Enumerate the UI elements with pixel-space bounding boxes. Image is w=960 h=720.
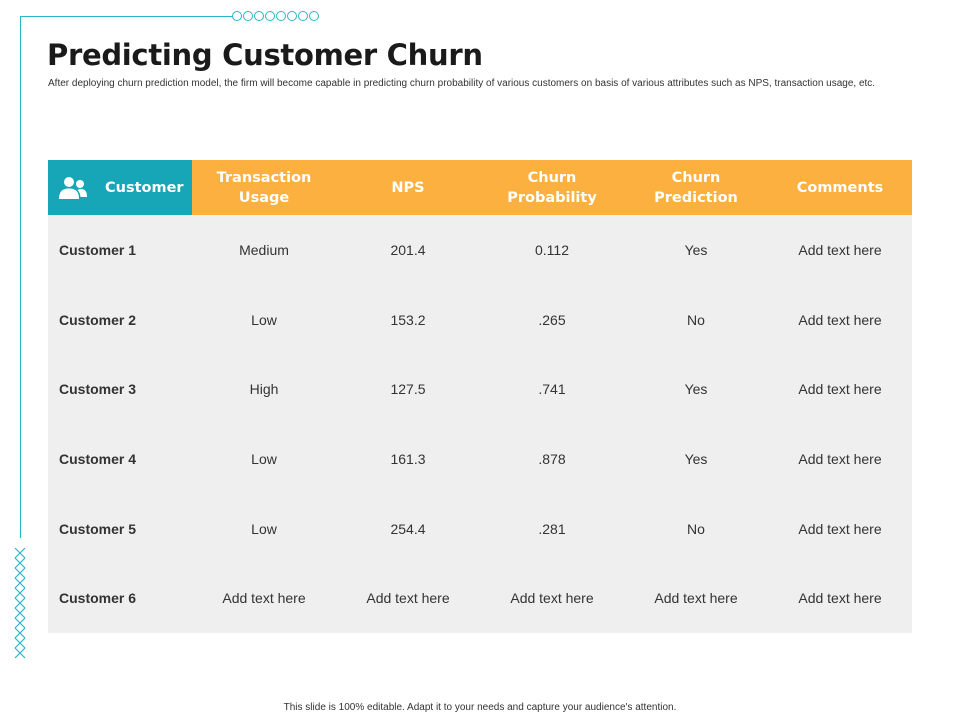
cell-customer: Customer 4 [59,450,137,467]
decorative-top-line [20,16,234,17]
cell-nps: 201.4 [390,241,426,258]
cell-customer: Customer 5 [59,520,137,537]
cell-comments: Add text here [798,241,882,258]
cell-transaction-usage: Low [251,311,277,328]
cell-transaction-usage: Low [251,450,277,467]
footer-note: This slide is 100% editable. Adapt it to… [283,702,677,713]
cell-churn-probability: .265 [538,311,566,328]
cell-comments: Add text here [798,520,882,537]
table-row: Customer 3 High 127.5 .741 Yes Add text … [48,354,912,424]
cell-customer: Customer 2 [59,311,137,328]
header-customer: Customer [48,160,192,215]
decorative-frame-line [20,16,21,538]
table-row: Customer 5 Low 254.4 .281 No Add text he… [48,494,912,564]
cell-customer: Customer 3 [59,381,137,398]
users-icon [59,176,87,199]
cell-transaction-usage: Low [251,520,277,537]
table-body: Customer 1 Medium 201.4 0.112 Yes Add te… [48,215,912,634]
cell-churn-probability: .878 [538,450,566,467]
header-transaction-usage: Transaction Usage [192,160,336,215]
decorative-crosses [13,546,27,666]
cell-customer: Customer 1 [59,241,137,258]
cell-churn-probability: 0.112 [535,241,569,258]
cell-churn-prediction: No [687,311,705,328]
cell-churn-probability: .281 [538,520,566,537]
table-row: Customer 1 Medium 201.4 0.112 Yes Add te… [48,215,912,285]
header-churn-probability: Churn Probability [480,160,624,215]
cell-churn-probability: .741 [538,381,566,398]
cell-transaction-usage: High [249,381,279,398]
table-row: Customer 4 Low 161.3 .878 Yes Add text h… [48,424,912,494]
cell-comments: Add text here [798,590,882,607]
churn-table: Customer Transaction Usage NPS Churn Pro… [48,160,912,634]
cell-churn-prediction: Yes [684,450,708,467]
cell-comments: Add text here [798,450,882,467]
cell-nps: 153.2 [390,311,426,328]
cell-nps: Add text here [366,590,450,607]
cell-nps: 127.5 [390,381,426,398]
page-title: Predicting Customer Churn [47,38,483,72]
header-churn-prediction: Churn Prediction [624,160,768,215]
cell-churn-prediction: Yes [684,381,708,398]
cell-transaction-usage: Medium [239,241,289,258]
cell-nps: 161.3 [390,450,426,467]
table-header-row: Customer Transaction Usage NPS Churn Pro… [48,160,912,215]
cell-churn-probability: Add text here [510,590,594,607]
cell-transaction-usage: Add text here [222,590,306,607]
cell-customer: Customer 6 [59,590,137,607]
table-row: Customer 6 Add text here Add text here A… [48,563,912,633]
cell-churn-prediction: Yes [684,241,708,258]
header-comments: Comments [768,160,912,215]
table-row: Customer 2 Low 153.2 .265 No Add text he… [48,285,912,355]
cell-comments: Add text here [798,381,882,398]
cell-churn-prediction: No [687,520,705,537]
header-label: Customer [105,179,184,196]
cell-nps: 254.4 [390,520,426,537]
page-subtitle: After deploying churn prediction model, … [48,78,876,89]
cell-churn-prediction: Add text here [654,590,738,607]
header-nps: NPS [336,160,480,215]
cell-comments: Add text here [798,311,882,328]
decorative-circles [232,11,319,22]
